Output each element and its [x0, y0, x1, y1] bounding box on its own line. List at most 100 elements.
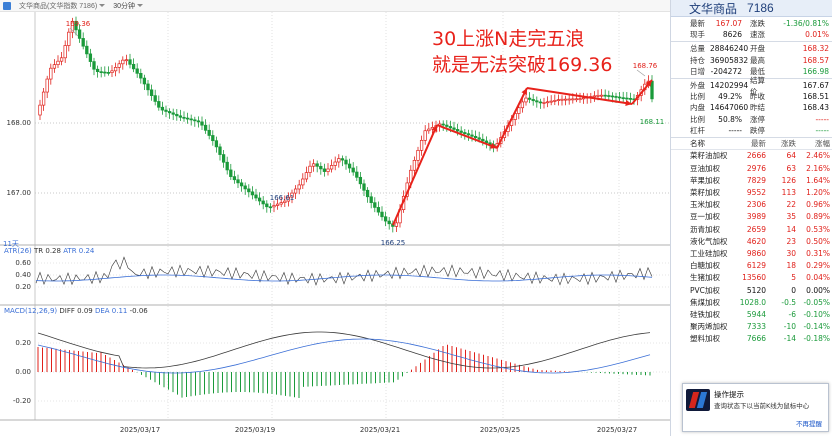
trend-arrow-head [431, 125, 438, 132]
candle-body [412, 159, 417, 171]
date-label: 2025/03/21 [360, 426, 400, 434]
list-item[interactable]: 白糖加权 6129 18 0.29% [671, 260, 832, 272]
operation-tip-popup[interactable]: 操作提示 查询状态下以当前K线为鼠标中心 不再提醒 [682, 383, 829, 432]
atr-tick-label: 0.40 [15, 271, 31, 279]
quote-label: 跌停 [750, 125, 765, 135]
list-cell-chg: 30 [786, 248, 796, 258]
low-price-label: 166.25 [381, 239, 406, 247]
list-cell-pct: 0.29% [806, 261, 830, 271]
list-cell-pct: 0.00% [806, 285, 830, 295]
dont-remind-link[interactable]: 不再提醒 [796, 420, 822, 428]
candle-body [621, 97, 625, 99]
list-cell-pct: 1.64% [806, 175, 830, 185]
date-label: 2025/03/27 [597, 426, 637, 434]
list-cell-chg: 113 [781, 188, 796, 198]
diff-value: DIFF 0.09 [59, 307, 93, 315]
candle-body [232, 176, 237, 181]
list-cell-price: 1028.0 [739, 297, 766, 307]
candle-body [527, 97, 532, 100]
list-item[interactable]: 玉米加权 2306 22 0.96% [671, 199, 832, 211]
list-item[interactable]: 塑料加权 7666 -14 -0.18% [671, 333, 832, 345]
candle-body [301, 178, 305, 186]
list-item[interactable]: 沥青加权 2659 14 0.53% [671, 223, 832, 235]
candle-body [95, 68, 100, 73]
candle-body [45, 78, 49, 93]
price-tick-label: 168.00 [7, 119, 32, 127]
quote-title: 文华商品 7186 [671, 0, 832, 17]
quote-label: 日增 [690, 66, 705, 76]
macd-title: MACD(12,26,9) [4, 307, 58, 315]
list-item[interactable]: 豆一加权 3989 35 0.89% [671, 211, 832, 223]
candle-body [124, 59, 129, 62]
candle-body [473, 135, 478, 139]
list-cell-pct: 0.31% [806, 248, 830, 258]
candle-body [196, 120, 201, 123]
quote-label: 最高 [750, 55, 765, 65]
list-item[interactable]: 豆油加权 2976 63 2.16% [671, 162, 832, 174]
candle-body [142, 77, 147, 85]
product-selector[interactable]: 文华商品(文华指数 7186) [19, 1, 106, 11]
quote-value: 168.51 [802, 92, 829, 102]
period-selector[interactable]: 30分钟 [113, 1, 143, 11]
quote-value: ----- [728, 125, 742, 135]
header-percent[interactable]: 涨幅 [815, 138, 830, 148]
quote-row: 现手 8626 速涨 0.01% [671, 29, 832, 40]
candle-body [355, 171, 359, 178]
list-item[interactable]: 液化气加权 4620 23 0.50% [671, 235, 832, 247]
quote-label: 速涨 [750, 30, 765, 40]
list-cell-chg: -14 [783, 334, 796, 344]
candle-body [52, 64, 57, 69]
bars-count-label: 11天 [3, 240, 19, 248]
list-cell-name: 菜籽加权 [690, 188, 720, 198]
quote-value: ----- [815, 125, 829, 135]
last-price-label: 168.11 [640, 118, 665, 126]
list-cell-chg: 22 [786, 200, 796, 210]
list-item[interactable]: 聚丙烯加权 7333 -10 -0.14% [671, 321, 832, 333]
atr-legend: ATR(26) TR 0.28 ATR 0.24 [4, 247, 94, 255]
annotation-line-1: 30上涨N走完五浪 [432, 28, 585, 50]
quote-row: 日增 -204272 最低 166.98 [671, 66, 832, 77]
kline-chart-svg[interactable]: 168.00 167.00 0.60 0.40 0.20 0.20 0.00 -0.20 202… [0, 0, 670, 436]
candle-body [466, 133, 471, 136]
candle-body [477, 137, 481, 140]
list-cell-price: 7829 [746, 175, 766, 185]
candle-body [340, 158, 345, 161]
list-cell-name: 工业硅加权 [690, 248, 728, 258]
quote-value: 168.43 [802, 103, 829, 113]
candle-body [113, 67, 118, 72]
popup-title: 操作提示 [714, 390, 744, 399]
candle-body [423, 130, 427, 141]
chart-area[interactable]: 文华商品(文华指数 7186) 30分钟 168.00 167.00 0.60 0.4… [0, 0, 670, 436]
high-price-label: 168.76 [633, 62, 658, 70]
quote-label: 昨收 [750, 92, 765, 102]
list-item[interactable]: PVC加权 5120 0 0.00% [671, 284, 832, 296]
list-cell-price: 2666 [746, 151, 766, 161]
candle-body [441, 123, 445, 126]
header-price[interactable]: 最新 [751, 138, 766, 148]
list-cell-chg: 126 [781, 175, 796, 185]
list-item[interactable]: 苹果加权 7829 126 1.64% [671, 174, 832, 186]
candle-body [358, 176, 363, 185]
candle-body [171, 112, 175, 115]
header-change[interactable]: 涨跌 [781, 138, 796, 148]
list-cell-name: 白糖加权 [690, 261, 720, 271]
candle-body [41, 91, 46, 106]
ranking-list: 菜籽油加权 2666 64 2.46% 豆油加权 2976 63 2.16% 苹果加权 7829 1… [671, 150, 832, 345]
list-item[interactable]: 工业硅加权 9860 30 0.31% [671, 247, 832, 259]
quote-group: 最新 167.07 涨跌 -1.36/0.81% 现手 8626 速涨 0.01% [671, 17, 832, 43]
list-cell-chg: 35 [786, 212, 796, 222]
candle-body [445, 124, 449, 127]
quote-value: 8626 [722, 30, 742, 40]
list-item[interactable]: 焦煤加权 1028.0 -0.5 -0.05% [671, 296, 832, 308]
candle-body [243, 185, 247, 190]
list-item[interactable]: 菜籽加权 9552 113 1.20% [671, 186, 832, 198]
candle-body [297, 184, 301, 190]
candle-body [106, 72, 111, 74]
list-item[interactable]: 菜籽油加权 2666 64 2.46% [671, 150, 832, 162]
list-item[interactable]: 硅铁加权 5944 -6 -0.10% [671, 308, 832, 320]
quote-label: 比例 [690, 92, 705, 102]
candle-body [373, 202, 377, 208]
quote-value: 167.07 [715, 19, 742, 29]
list-item[interactable]: 生猪加权 13560 5 0.04% [671, 272, 832, 284]
atr-value: ATR 0.24 [63, 247, 95, 255]
